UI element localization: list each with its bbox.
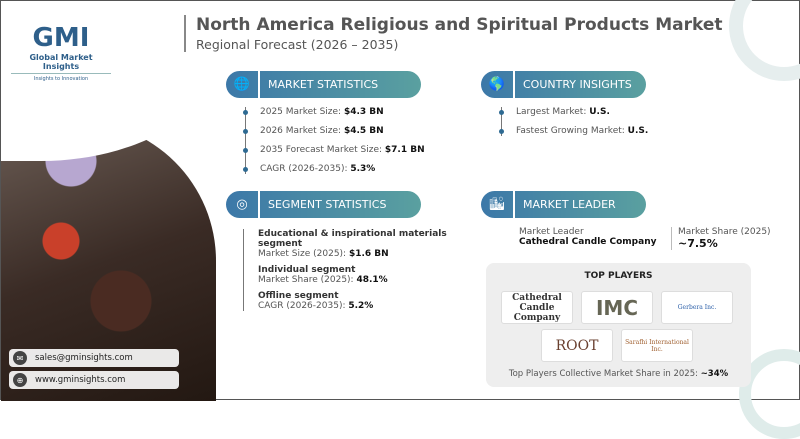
email-icon: ✉ (13, 351, 27, 365)
company-logo: Sarafhi International Inc. (621, 329, 693, 362)
segment-statistics-header: ◎ SEGMENT STATISTICS (226, 191, 421, 218)
insight-item: Fastest Growing Market: U.S. (498, 126, 648, 136)
market-leader-share: Market Share (2025) ~7.5% (671, 227, 771, 250)
decorative-ring (729, 0, 800, 81)
globe-icon: ⊕ (13, 373, 27, 387)
segment-stat: Market Size (2025): $1.6 BN (258, 249, 389, 259)
leader-name: Cathedral Candle Company (519, 237, 657, 247)
top-players-footer: Top Players Collective Market Share in 2… (508, 369, 729, 379)
top-players-panel: TOP PLAYERS Cathedral Candle Company IMC… (486, 263, 751, 387)
section-heading: MARKET STATISTICS (268, 78, 379, 91)
stat-item: CAGR (2026-2035): 5.3% (243, 164, 425, 174)
section-heading: SEGMENT STATISTICS (268, 198, 387, 211)
market-leader-info: Market Leader Cathedral Candle Company (519, 227, 656, 247)
market-statistics-list: 2025 Market Size: $4.3 BN 2026 Market Si… (243, 107, 425, 174)
company-logo: Gerbera Inc. (661, 291, 733, 324)
share-value: ~7.5% (678, 237, 718, 250)
company-logo: IMC (581, 291, 653, 324)
email-contact[interactable]: ✉ sales@gminsights.com (9, 349, 179, 367)
market-statistics-header: 🌐 MARKET STATISTICS (226, 71, 421, 98)
market-leader-header: 🏙 MARKET LEADER (481, 191, 646, 218)
page-subtitle: Regional Forecast (2026 – 2035) (196, 37, 399, 52)
building-chart-icon: 🏙 (481, 191, 515, 218)
leader-label: Market Leader (519, 227, 584, 237)
logo-name: Global Market Insights (29, 53, 93, 71)
share-label: Market Share (2025) (678, 227, 771, 237)
section-heading: MARKET LEADER (523, 198, 616, 211)
website-link[interactable]: www.gminsights.com (35, 375, 126, 385)
website-contact[interactable]: ⊕ www.gminsights.com (9, 371, 179, 389)
email-link[interactable]: sales@gminsights.com (35, 353, 133, 363)
section-heading: COUNTRY INSIGHTS (523, 78, 632, 91)
page-header: North America Religious and Spiritual Pr… (184, 15, 722, 52)
segment-stat: CAGR (2026-2035): 5.2% (258, 301, 374, 311)
segment-name: Educational & inspirational materials se… (258, 229, 447, 249)
country-insights-header: 🌎 COUNTRY INSIGHTS (481, 71, 646, 98)
segment-stat: Market Share (2025): 48.1% (258, 275, 388, 285)
segment-name: Offline segment (258, 291, 339, 301)
stat-item: 2025 Market Size: $4.3 BN (243, 107, 425, 117)
stat-item: 2026 Market Size: $4.5 BN (243, 126, 425, 136)
page-title: North America Religious and Spiritual Pr… (196, 15, 723, 35)
globe-icon: 🌎 (481, 71, 515, 98)
logo-mark: GMI (32, 23, 90, 53)
country-insights-list: Largest Market: U.S. Fastest Growing Mar… (498, 107, 648, 136)
top-players-heading: TOP PLAYERS (584, 271, 653, 281)
insight-item: Largest Market: U.S. (498, 107, 648, 117)
stat-item: 2035 Forecast Market Size: $7.1 BN (243, 145, 425, 155)
company-logo: ROOT (541, 329, 613, 362)
gmi-logo: GMI Global Market Insights Insights to I… (11, 23, 111, 82)
segment-statistics-list: Educational & inspirational materials se… (243, 229, 463, 311)
company-logo: Cathedral Candle Company (501, 291, 573, 324)
target-icon: ◎ (226, 191, 260, 218)
globe-chart-icon: 🌐 (226, 71, 260, 98)
segment-name: Individual segment (258, 265, 356, 275)
logo-tagline: Insights to Innovation (11, 73, 111, 82)
